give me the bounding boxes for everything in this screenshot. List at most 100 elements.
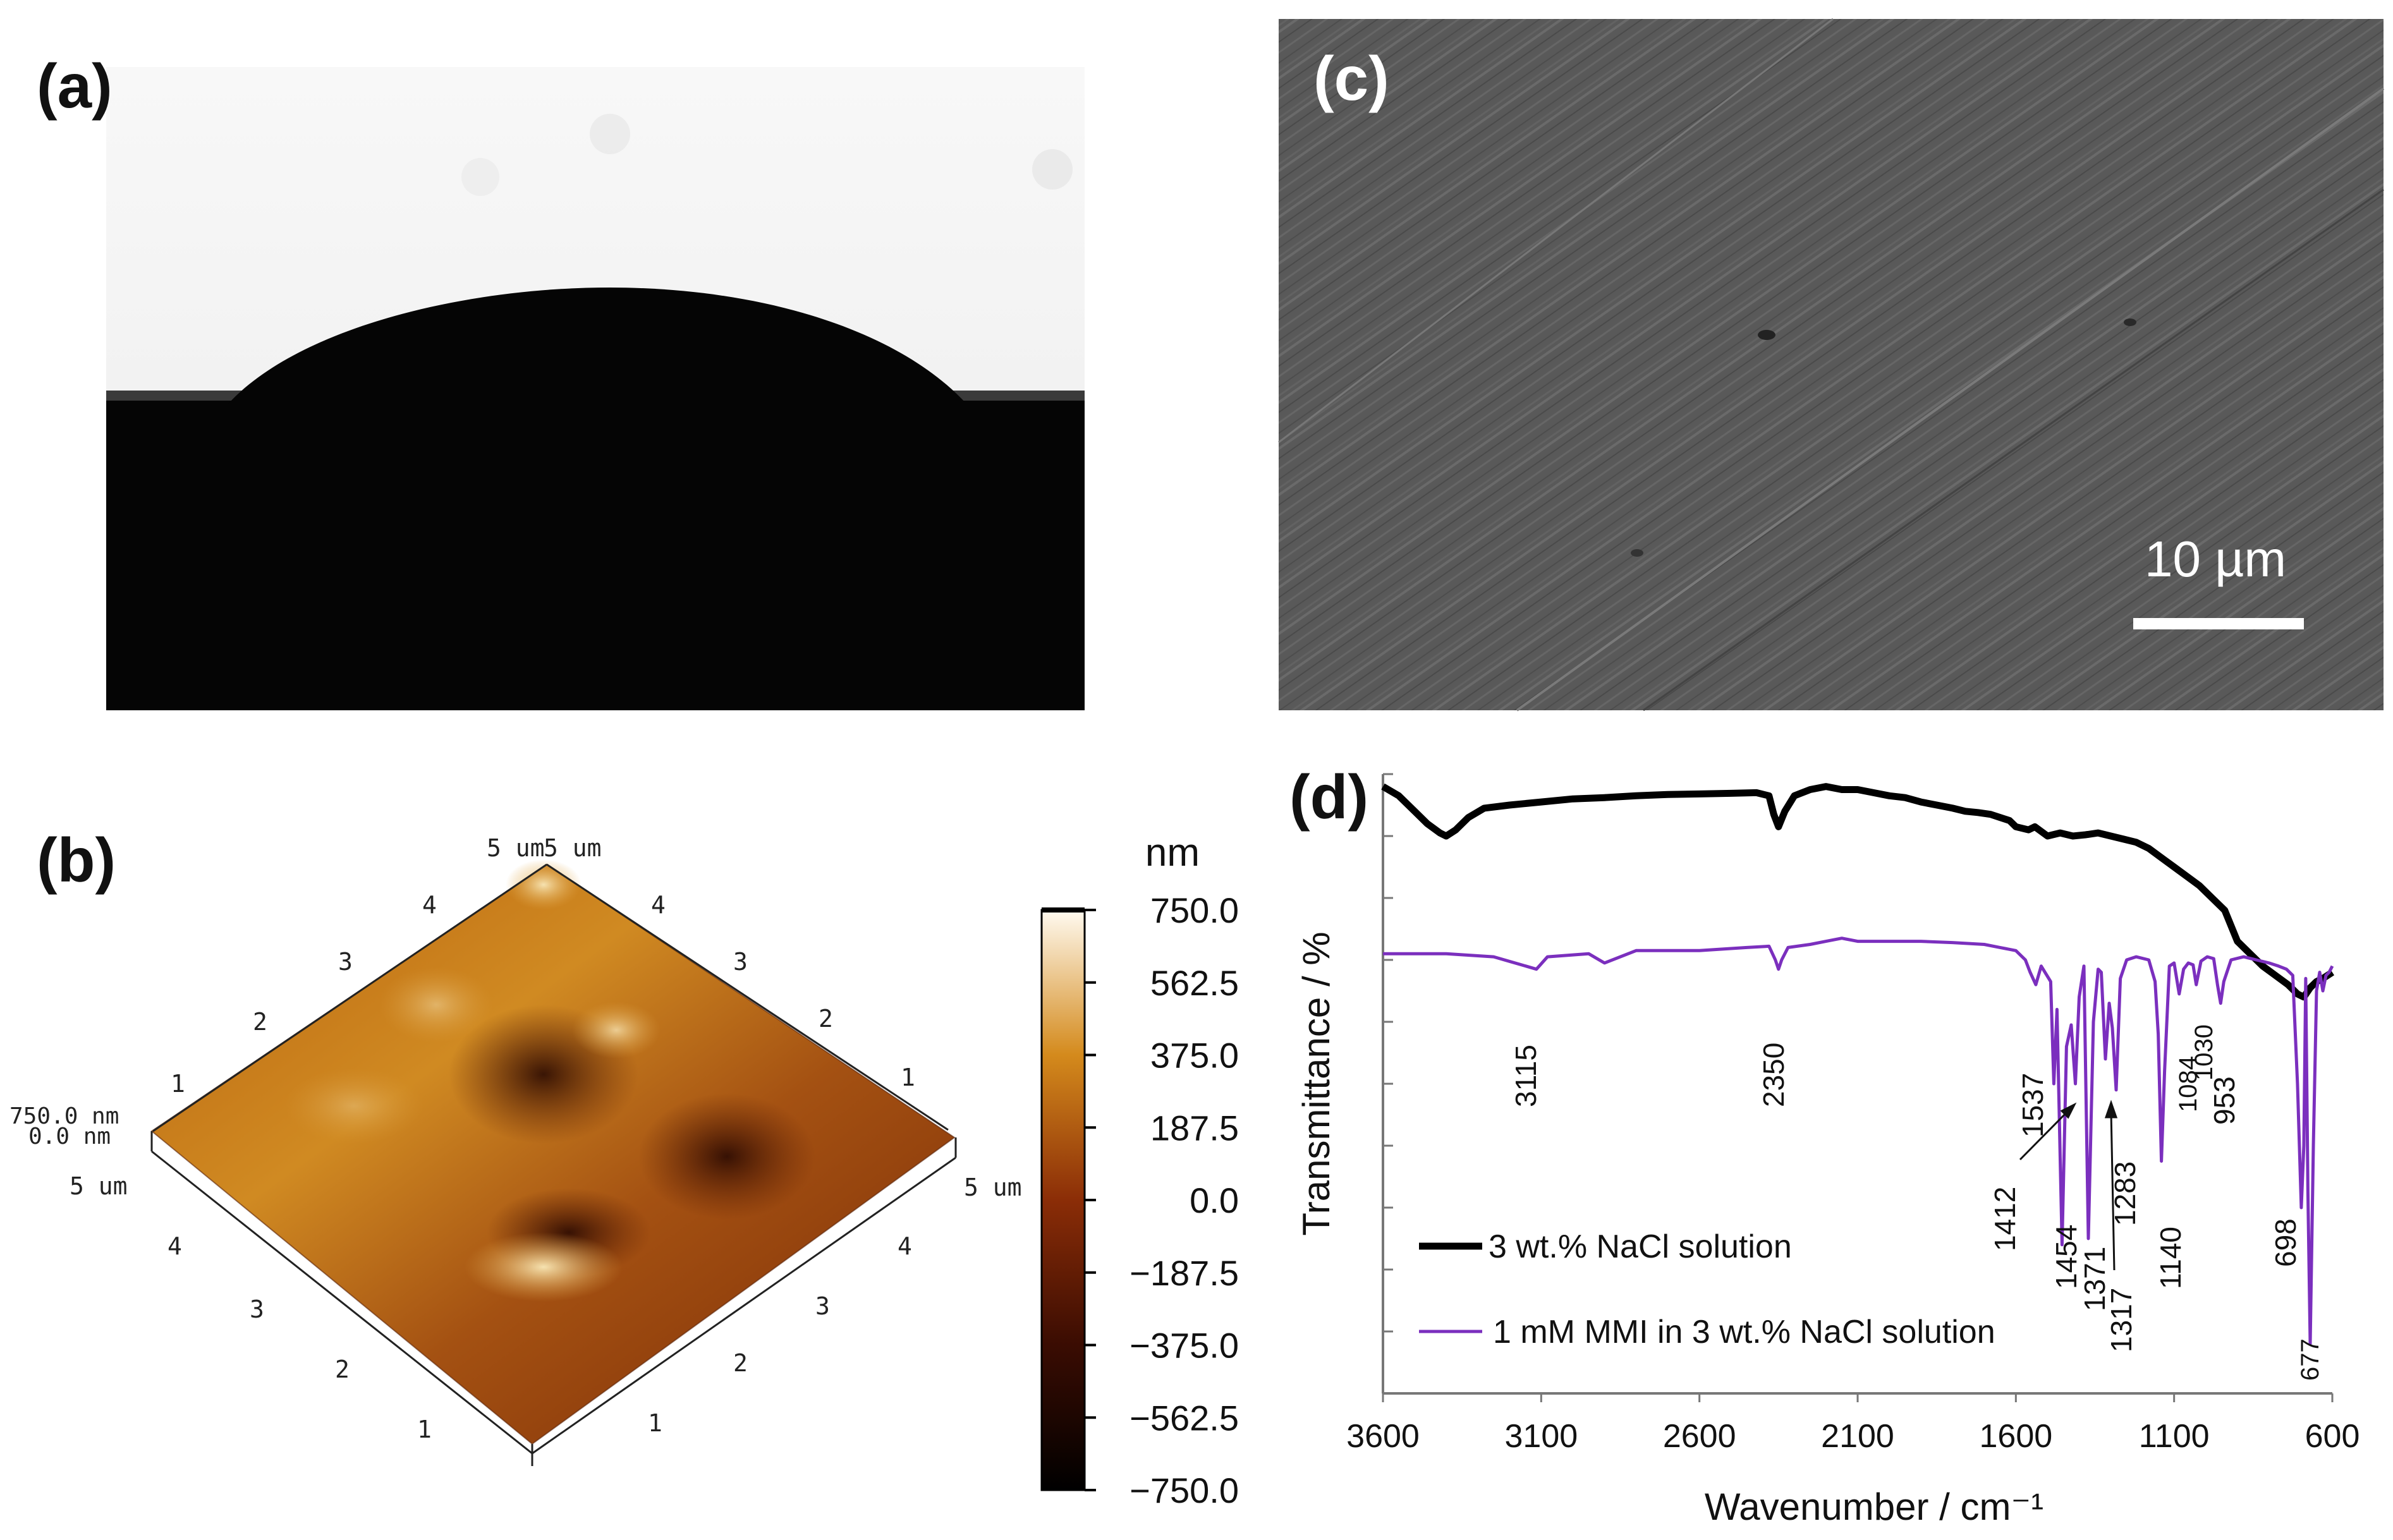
tick-front-right: 4 [898,1232,912,1260]
tick-front-right: 3 [815,1292,830,1320]
sem-scratch [1516,87,2385,712]
peak-label-1537: 1537 [2016,1073,2049,1137]
y-axis-title: Transmittance / % [1295,931,1337,1235]
sem-scratch [1278,18,1834,444]
legend-label-mmi: 1 mM MMI in 3 wt.% NaCl solution [1493,1314,1995,1350]
peak-label-1412: 1412 [1988,1187,2021,1251]
peak-label-3115: 3115 [1509,1045,1542,1107]
tick-back-right: 3 [733,948,748,976]
peak-label-1454: 1454 [2050,1225,2083,1289]
x-tick-label: 2600 [1663,1418,1736,1455]
tick-front-left: 1 [417,1416,432,1443]
tick-front-left: 4 [167,1232,182,1260]
colorbar-tick-label: −187.5 [1130,1253,1239,1293]
colorbar-tick-label: −750.0 [1130,1470,1239,1510]
panel-c: (c) 10 µm [1278,18,2385,712]
lens-spot [461,158,499,196]
panel-a: (a) [37,51,1085,710]
colorbar-unit: nm [1145,831,1200,875]
arrow-1412-head [2060,1102,2077,1119]
panel-b: (b) 5 um 5 um 750.0 nm 0.0 nm 5 um 5 um [9,825,1239,1510]
x-tick-label: 3600 [1346,1418,1420,1455]
tick-back-left: 2 [253,1008,267,1036]
colorbar [1040,909,1086,1491]
x-tick-label: 1100 [2139,1418,2210,1455]
tick-back-left: 3 [338,948,353,976]
afm-peak [572,1002,661,1058]
afm-axes [150,863,957,1466]
axis-label-z-max: 750.0 nm [9,1103,119,1129]
axis-label-top-right: 5 um [544,834,602,862]
tick-back-right: 2 [819,1005,833,1033]
tick-back-left: 1 [171,1070,185,1098]
peak-label-698: 698 [2269,1218,2302,1267]
sem-pit [2124,318,2136,326]
scale-bar-label: 10 µm [2145,531,2286,587]
afm-peak [379,967,493,1043]
colorbar-tick-label: −562.5 [1130,1398,1239,1438]
peak-label-953: 953 [2208,1076,2241,1125]
colorbar-tick-label: 375.0 [1150,1036,1239,1076]
peak-label-677: 677 [2296,1338,2324,1381]
colorbar-tick-label: 0.0 [1190,1180,1239,1220]
lens-spot [1032,149,1073,190]
legend: 3 wt.% NaCl solution 1 mM MMI in 3 wt.% … [1419,1228,1995,1350]
sem-image [1279,19,2384,710]
x-tick-label: 1600 [1979,1418,2052,1455]
y-ticks [1383,773,1393,1333]
peak-label-1317: 1317 [2105,1288,2138,1352]
series-line-mmi [1383,937,2334,1346]
arrow-1412 [2019,1111,2068,1161]
tick-front-right: 1 [648,1409,662,1437]
water-droplet [228,288,967,404]
peak-label-2350: 2350 [1757,1043,1790,1107]
x-tick-label: 3100 [1504,1418,1578,1455]
lens-spot [590,114,630,154]
panel-b-label: (b) [37,825,116,895]
colorbar-tick-label: −375.0 [1130,1326,1239,1366]
peak-label-1084: 1084 [2174,1056,2202,1112]
substrate [106,397,1085,710]
afm-valley [638,1093,815,1220]
afm-peak [465,1232,623,1302]
axis-label-front-left-end: 5 um [70,1172,128,1200]
tick-back-right: 1 [901,1064,915,1091]
colorbar-ticks: 750.0 562.5 375.0 187.5 0.0 −187.5 −375.0 −562.… [1085,890,1239,1510]
axis-label-front-right-end: 5 um [964,1173,1022,1201]
afm-peak [506,859,582,910]
panel-c-label: (c) [1313,44,1389,113]
tick-front-left: 2 [335,1355,350,1383]
peak-label-1140: 1140 [2154,1227,2187,1289]
colorbar-tick-label: 562.5 [1150,963,1239,1003]
x-axis-title: Wavenumber / cm⁻¹ [1705,1486,2043,1528]
tick-back-left: 4 [422,891,437,919]
colorbar-tick-label: 187.5 [1150,1108,1239,1148]
sem-scratch [1643,188,2384,712]
sem-pit [1758,330,1775,340]
peak-arrows [2019,1100,2118,1271]
panel-d: (d) 3600 3100 2600 2100 1600 1100 600 Wavenumb… [1289,762,2360,1528]
scale-bar [2133,618,2304,629]
tick-front-left: 3 [250,1295,264,1323]
axis-label-top-left: 5 um [487,834,545,862]
arrow-1317 [2110,1112,2116,1271]
x-tick-label: 2100 [1821,1418,1894,1455]
legend-label-nacl: 3 wt.% NaCl solution [1489,1228,1792,1265]
peak-label-1030: 1030 [2190,1024,2218,1081]
peak-label-1371: 1371 [2078,1247,2111,1311]
axis-label-z-zero: 0.0 nm [28,1124,111,1149]
peak-labels: 3115 2350 1537 1412 1454 1371 1317 1283 … [1509,1024,2324,1381]
arrow-1317-head [2104,1100,2118,1119]
afm-peak [284,1068,423,1144]
panel-a-label: (a) [37,51,113,121]
x-ticks: 3600 3100 2600 2100 1600 1100 600 [1346,1393,2360,1455]
colorbar-tick-label: 750.0 [1150,890,1239,930]
x-tick-label: 600 [2305,1418,2360,1455]
series-line-nacl [1381,783,2335,1001]
tick-front-right: 2 [733,1349,748,1377]
afm-surface [152,864,954,1444]
sem-pit [1631,549,1643,557]
tick-back-right: 4 [651,891,666,919]
panel-d-label: (d) [1289,762,1368,832]
